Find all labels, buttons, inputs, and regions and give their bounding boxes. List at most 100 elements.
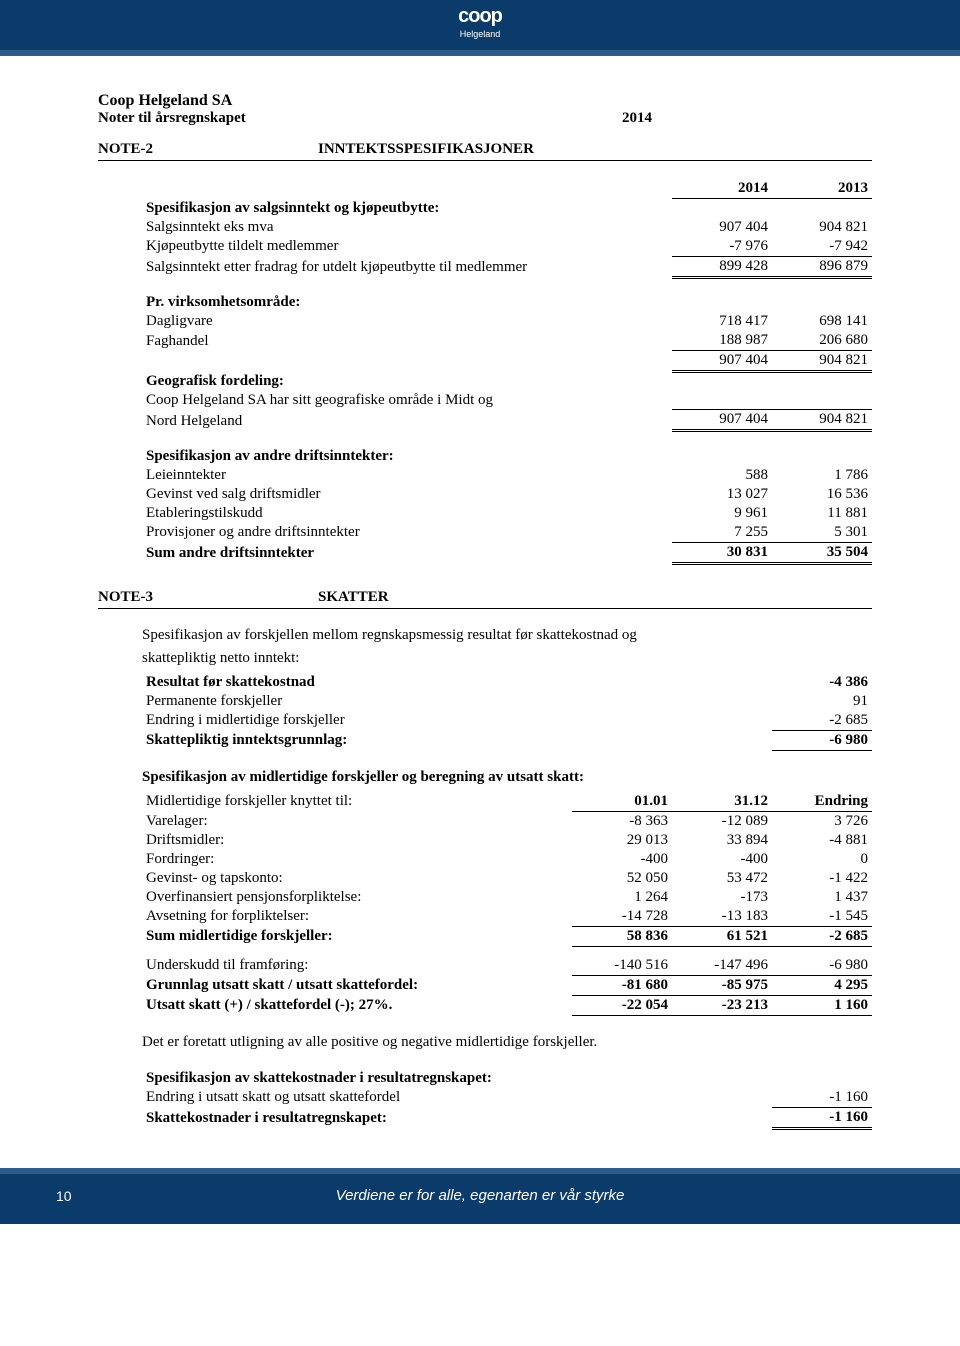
s4-r1-c1: 588 [672, 466, 772, 485]
n3s2-grunn-c1: -81 680 [572, 975, 672, 995]
s1-r3-l: Salgsinntekt etter fradrag for utdelt kj… [142, 256, 672, 277]
s4-sum-c2: 35 504 [772, 542, 872, 563]
s1-r3-c2: 896 879 [772, 256, 872, 277]
n3s1-r3-v: -2 685 [772, 711, 872, 731]
n3s2-r1-c3: 3 726 [772, 811, 872, 831]
n3s2-r1-c1: -8 363 [572, 811, 672, 831]
s4-r2-c2: 16 536 [772, 485, 872, 504]
n3s2-grunn-l: Grunnlag utsatt skatt / utsatt skattefor… [142, 975, 572, 995]
note2-id: NOTE-2 [98, 141, 318, 158]
n3s2-heading: Spesifikasjon av midlertidige forskjelle… [142, 769, 872, 786]
n3s2-r4-c2: 53 472 [672, 869, 772, 888]
s4-sum-l: Sum andre driftsinntekter [142, 542, 672, 563]
s4-r4-l: Provisjoner og andre driftsinntekter [142, 523, 672, 543]
n3s2-r2-l: Driftsmidler: [142, 831, 572, 850]
s1-r2-l: Kjøpeutbytte tildelt medlemmer [142, 237, 672, 257]
n3s2-r4-c1: 52 050 [572, 869, 672, 888]
n3s2-r5-c3: 1 437 [772, 888, 872, 907]
note3-s1-table: Resultat før skattekostnad-4 386 Permane… [142, 673, 872, 751]
n3s2-under-c1: -140 516 [572, 946, 672, 975]
s4-r3-c2: 11 881 [772, 504, 872, 523]
n3s2-r3-c2: -400 [672, 850, 772, 869]
s4-r4-c2: 5 301 [772, 523, 872, 543]
n3s2-grunn-c3: 4 295 [772, 975, 872, 995]
n3s2-under-l: Underskudd til framføring: [142, 946, 572, 975]
s3-line1: Coop Helgeland SA har sitt geografiske o… [142, 391, 672, 410]
s3-line2: Nord Helgeland [142, 410, 672, 431]
n3s2-r2-c1: 29 013 [572, 831, 672, 850]
s4-r3-l: Etableringstilskudd [142, 504, 672, 523]
s2-r1-c2: 698 141 [772, 312, 872, 331]
col-year-2: 2013 [772, 179, 872, 199]
document-year: 2014 [622, 110, 872, 127]
page-content: Coop Helgeland SA Noter til årsregnskape… [0, 56, 960, 1168]
n3s2-r5-c2: -173 [672, 888, 772, 907]
s2-heading: Pr. virksomhetsområde: [142, 293, 672, 312]
n3s3-r2-l: Skattekostnader i resultatregnskapet: [142, 1107, 772, 1128]
s4-r2-l: Gevinst ved salg driftsmidler [142, 485, 672, 504]
note3-intro1: Spesifikasjon av forskjellen mellom regn… [142, 627, 872, 644]
logo: coop Helgeland [437, 0, 523, 48]
n3s2-sum-l: Sum midlertidige forskjeller: [142, 926, 572, 946]
n3s2-r1-l: Varelager: [142, 811, 572, 831]
n3s2-r2-c2: 33 894 [672, 831, 772, 850]
header-band: coop Helgeland [0, 0, 960, 56]
n3s2-r6-c3: -1 545 [772, 907, 872, 927]
n3s2-utsatt-c2: -23 213 [672, 995, 772, 1015]
company-name: Coop Helgeland SA [98, 92, 872, 110]
n3s2-r6-c2: -13 183 [672, 907, 772, 927]
n3s1-r1-l: Resultat før skattekostnad [142, 673, 772, 692]
n3s1-r2-l: Permanente forskjeller [142, 692, 772, 711]
s2-tot-c1: 907 404 [672, 351, 772, 372]
n3s2-r3-l: Fordringer: [142, 850, 572, 869]
note3-noteline: Det er foretatt utligning av alle positi… [142, 1034, 872, 1051]
s1-r1-c2: 904 821 [772, 218, 872, 237]
n3s1-r4-l: Skattepliktig inntektsgrunnlag: [142, 730, 772, 750]
s3-heading: Geografisk fordeling: [142, 372, 672, 391]
s3-tot-c1: 907 404 [672, 410, 772, 431]
n3s2-r4-l: Gevinst- og tapskonto: [142, 869, 572, 888]
note2-table: 2014 2013 Spesifikasjon av salgsinntekt … [142, 179, 872, 565]
n3s3-r2-v: -1 160 [772, 1107, 872, 1128]
note2-title: INNTEKTSSPESIFIKASJONER [318, 141, 872, 158]
s4-heading: Spesifikasjon av andre driftsinntekter: [142, 447, 672, 466]
n3s2-r1-c2: -12 089 [672, 811, 772, 831]
n3s2-utsatt-l: Utsatt skatt (+) / skattefordel (-); 27%… [142, 995, 572, 1015]
n3s2-utsatt-c1: -22 054 [572, 995, 672, 1015]
page-number: 10 [56, 1188, 72, 1204]
n3s1-r1-v: -4 386 [772, 673, 872, 692]
n3s2-grunn-c2: -85 975 [672, 975, 772, 995]
n3s2-r6-l: Avsetning for forpliktelser: [142, 907, 572, 927]
n3s2-r6-c1: -14 728 [572, 907, 672, 927]
n3s2-col-c2: 31.12 [672, 792, 772, 812]
n3s2-r4-c3: -1 422 [772, 869, 872, 888]
s1-r2-c1: -7 976 [672, 237, 772, 257]
n3s2-r3-c1: -400 [572, 850, 672, 869]
note3-s2-table: Midlertidige forskjeller knyttet til: 01… [142, 792, 872, 1016]
document-subtitle: Noter til årsregnskapet [98, 110, 622, 127]
n3s2-under-c3: -6 980 [772, 946, 872, 975]
n3s2-sum-c1: 58 836 [572, 926, 672, 946]
s4-r4-c1: 7 255 [672, 523, 772, 543]
n3s2-r5-l: Overfinansiert pensjonsforpliktelse: [142, 888, 572, 907]
s1-r3-c1: 899 428 [672, 256, 772, 277]
s2-r2-c1: 188 987 [672, 331, 772, 351]
logo-region: Helgeland [437, 29, 523, 39]
note3-heading: NOTE-3 SKATTER [98, 589, 872, 609]
s2-tot-c2: 904 821 [772, 351, 872, 372]
s1-r2-c2: -7 942 [772, 237, 872, 257]
s3-tot-c2: 904 821 [772, 410, 872, 431]
footer-band: 10 Verdiene er for alle, egenarten er vå… [0, 1168, 960, 1224]
s4-r3-c1: 9 961 [672, 504, 772, 523]
s4-sum-c1: 30 831 [672, 542, 772, 563]
s2-r1-l: Dagligvare [142, 312, 672, 331]
s1-r1-l: Salgsinntekt eks mva [142, 218, 672, 237]
n3s3-heading: Spesifikasjon av skattekostnader i resul… [142, 1069, 772, 1088]
n3s1-r2-v: 91 [772, 692, 872, 711]
s4-r1-l: Leieinntekter [142, 466, 672, 485]
s2-r1-c1: 718 417 [672, 312, 772, 331]
n3s2-utsatt-c3: 1 160 [772, 995, 872, 1015]
company-header: Coop Helgeland SA Noter til årsregnskape… [98, 92, 872, 127]
s1-heading: Spesifikasjon av salgsinntekt og kjøpeut… [142, 199, 672, 218]
logo-brand: coop [458, 5, 502, 27]
